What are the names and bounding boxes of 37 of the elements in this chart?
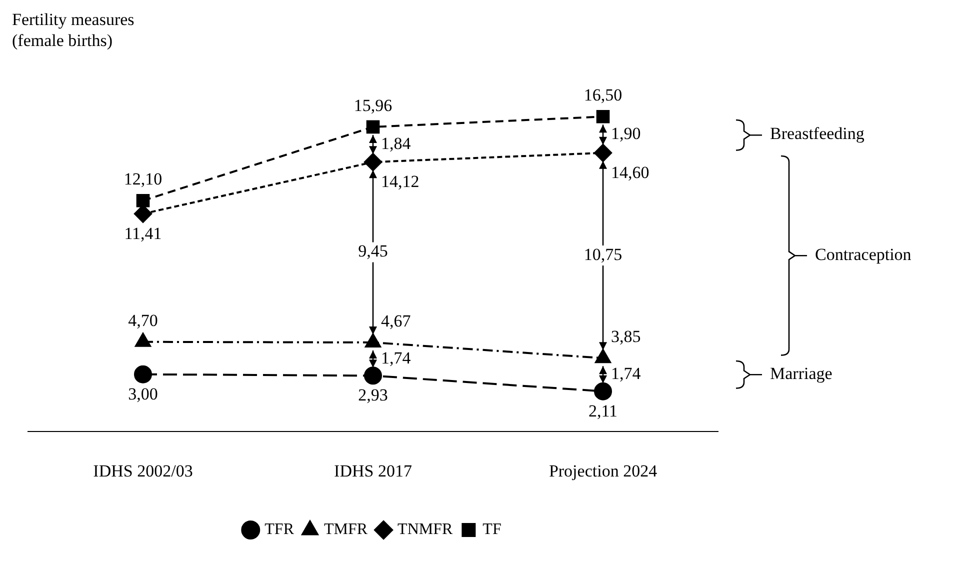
x-tick-label: IDHS 2017	[334, 461, 412, 480]
legend-label: TFR	[264, 521, 294, 538]
text: Breastfeeding	[770, 124, 865, 144]
point	[134, 365, 152, 384]
data-label: 3,85	[611, 327, 641, 346]
annotation: 10,75	[584, 244, 622, 264]
legend-label: TMFR	[324, 521, 368, 538]
x-tick-label: IDHS 2002/03	[93, 461, 193, 480]
text: Marriage	[770, 364, 832, 384]
data-label: 2,93	[358, 386, 388, 405]
point	[366, 120, 380, 134]
legend-label: TNMFR	[398, 521, 454, 538]
annotation: 9,45	[358, 242, 388, 261]
annotation: 1,90	[611, 124, 641, 144]
annotation: 1,84	[381, 134, 412, 153]
annotation: 1,74	[611, 364, 642, 384]
legend-label: TF	[482, 521, 502, 538]
point	[594, 382, 612, 400]
data-label: 12,10	[124, 170, 162, 189]
data-label: 2,11	[588, 401, 618, 420]
data-label: 14,60	[611, 162, 650, 182]
point	[136, 194, 150, 208]
data-label: 4,67	[381, 311, 412, 330]
data-label: 3,00	[128, 384, 158, 404]
x-tick-label: Projection 2024	[548, 461, 658, 480]
data-label: 11,41	[124, 224, 162, 243]
point	[364, 366, 382, 385]
point	[596, 110, 610, 124]
point	[594, 144, 612, 162]
annotation: 1,74	[381, 348, 412, 368]
data-label: 15,96	[354, 96, 392, 115]
y-axis-title: Fertility measures (female births)	[12, 10, 134, 50]
point	[364, 153, 382, 172]
data-label: 4,70	[128, 310, 158, 330]
data-label: 16,50	[584, 86, 622, 105]
data-label: 14,12	[381, 172, 420, 192]
text: Contraception	[815, 244, 912, 264]
